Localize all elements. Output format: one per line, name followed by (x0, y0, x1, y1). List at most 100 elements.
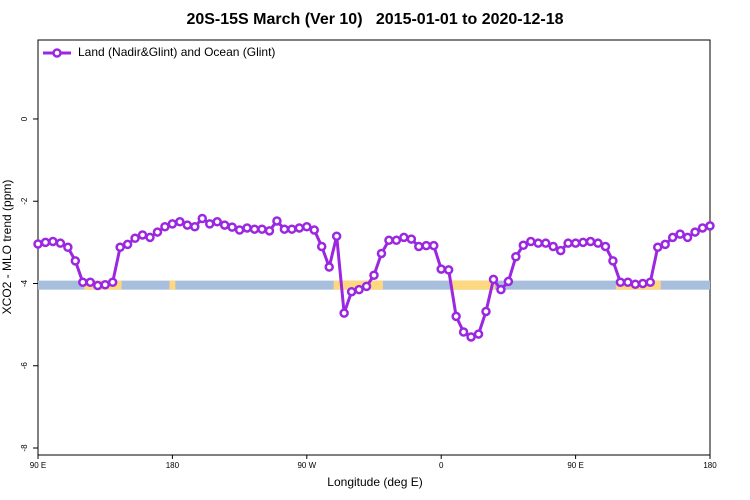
y-tick-label: -2 (20, 197, 29, 205)
data-point (675, 229, 685, 239)
data-point (92, 280, 103, 291)
data-point (354, 284, 364, 295)
data-point (384, 235, 394, 246)
data-point (600, 241, 611, 252)
data-point (152, 227, 163, 237)
data-point (227, 222, 237, 232)
data-point (249, 224, 260, 234)
land-strip (450, 280, 495, 290)
data-point (190, 221, 200, 232)
data-point (264, 226, 275, 236)
data-point (638, 278, 648, 289)
y-tick-label: -6 (20, 362, 29, 370)
data-point (511, 252, 521, 262)
data-point (585, 236, 596, 247)
data-point (234, 225, 245, 235)
data-point (630, 279, 641, 290)
data-point (540, 238, 551, 248)
data-point (555, 245, 566, 256)
data-point (518, 240, 529, 250)
data-point (55, 238, 66, 248)
data-point (690, 227, 700, 237)
data-point (414, 241, 424, 252)
y-tick-label: -4 (20, 279, 29, 287)
data-point (167, 219, 178, 229)
data-point (361, 281, 372, 292)
data-point (70, 256, 81, 266)
data-point (399, 232, 409, 243)
data-point (473, 329, 484, 339)
data-point (204, 219, 215, 229)
data-point (272, 216, 282, 226)
data-point (324, 262, 334, 272)
data-point (608, 256, 618, 266)
data-point (645, 277, 656, 288)
chart-title: 20S-15S March (Ver 10) 2015-01-01 to 202… (186, 11, 563, 28)
data-point (578, 237, 588, 248)
data-point (466, 332, 476, 342)
data-point (145, 232, 155, 243)
data-point (451, 311, 461, 322)
data-point (175, 217, 185, 227)
data-point (428, 240, 439, 251)
x-tick-label: 90 E (567, 461, 583, 470)
data-point (391, 235, 402, 246)
data-point (346, 286, 357, 297)
data-point (242, 223, 252, 233)
data-point (667, 232, 678, 243)
data-point (563, 238, 573, 248)
y-tick-label: -8 (20, 444, 29, 452)
data-point (197, 213, 208, 224)
data-point (660, 239, 670, 250)
data-point (107, 277, 118, 288)
data-point (100, 279, 110, 290)
data-point (115, 242, 125, 253)
data-point (488, 274, 499, 285)
data-point (302, 221, 312, 232)
data-point (615, 277, 626, 288)
x-tick-label: 180 (703, 461, 717, 470)
data-point (623, 277, 633, 288)
data-point (458, 327, 469, 337)
data-point (496, 284, 506, 295)
x-tick-label: 180 (166, 461, 180, 470)
data-point (376, 248, 387, 259)
data-point (78, 277, 88, 288)
data-point (593, 238, 603, 248)
data-point (130, 233, 140, 243)
x-tick-label: 90 E (30, 461, 46, 470)
data-point (331, 231, 342, 241)
x-tick-label: 90 W (297, 461, 316, 470)
data-point (705, 221, 715, 231)
data-point (443, 265, 454, 275)
y-tick-label: 0 (20, 116, 29, 121)
data-point (436, 264, 446, 274)
data-point (137, 230, 148, 240)
data-point (339, 308, 349, 318)
data-point (481, 306, 491, 317)
data-point (287, 224, 297, 234)
legend-marker (52, 48, 62, 58)
data-point (406, 234, 417, 244)
data-point (279, 224, 290, 234)
data-point (533, 238, 544, 248)
data-point (682, 232, 693, 243)
data-point (85, 277, 96, 288)
x-tick-label: 0 (439, 461, 444, 470)
y-axis-label: XCO2 - MLO trend (ppm) (0, 180, 14, 315)
land-strip (169, 280, 176, 290)
data-point (526, 236, 536, 247)
data-point (369, 270, 379, 281)
data-point (548, 241, 558, 252)
data-point (652, 242, 663, 253)
data-point (219, 220, 230, 230)
data-point (257, 224, 267, 234)
data-point (570, 238, 581, 248)
data-point (503, 276, 514, 287)
data-point (697, 223, 708, 233)
data-point (294, 223, 305, 233)
data-point (212, 217, 222, 227)
data-point (182, 220, 193, 230)
data-point (48, 236, 58, 247)
